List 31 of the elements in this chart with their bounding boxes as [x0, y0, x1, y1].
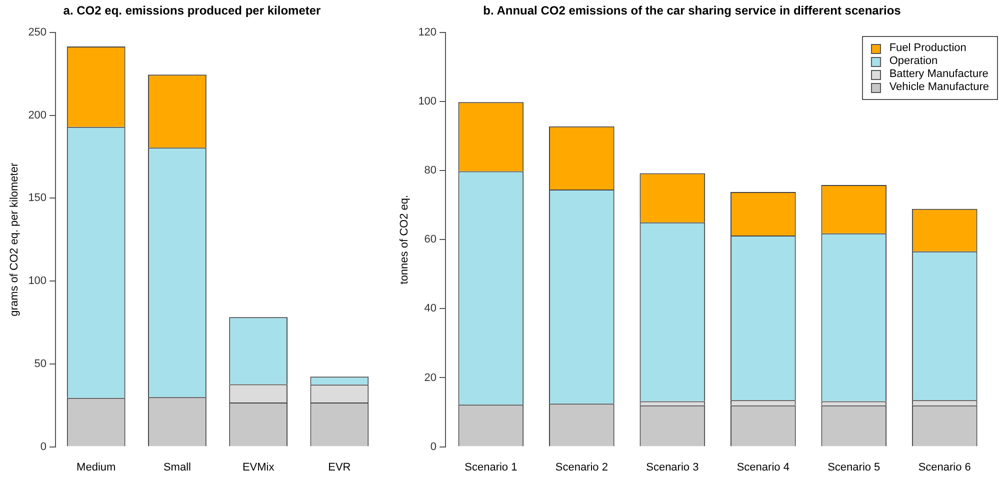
x-tick-label: Scenario 2: [555, 461, 608, 474]
y-tick-label: 250: [28, 26, 47, 38]
y-tick-label: 120: [418, 26, 437, 38]
legend-label: Operation: [889, 55, 938, 68]
legend-label: Fuel Production: [889, 42, 966, 55]
y-tick-label: 0: [40, 440, 47, 453]
y-tick-label: 100: [418, 96, 437, 108]
chart-title: a. CO2 eq. emissions produced per kilometer: [63, 4, 322, 18]
x-tick-label: Scenario 5: [828, 461, 880, 474]
x-tick-label: Small: [163, 461, 191, 474]
x-tick-label: Scenario 6: [918, 461, 971, 474]
legend-label: Battery Manufacture: [889, 68, 988, 81]
y-tick-label: 50: [34, 358, 47, 370]
y-axis-title: tonnes of CO2 eq.: [398, 194, 411, 284]
y-tick-label: 60: [424, 234, 437, 246]
legend-label: Vehicle Manufacture: [889, 81, 989, 94]
y-tick-label: 40: [424, 302, 437, 315]
y-tick-label: 100: [28, 275, 47, 288]
x-tick-label: Scenario 3: [646, 461, 699, 474]
x-tick-label: Scenario 4: [736, 461, 790, 474]
x-tick-label: EVMix: [242, 461, 275, 474]
y-tick-label: 80: [424, 164, 437, 177]
x-tick-label: EVR: [328, 461, 351, 474]
y-tick-label: 20: [424, 372, 437, 384]
y-tick-label: 200: [28, 109, 47, 122]
x-tick-label: Scenario 1: [464, 461, 518, 474]
chart-title: b. Annual CO2 emissions of the car sharing service in different scenarios: [483, 4, 902, 18]
y-tick-label: 0: [430, 440, 437, 453]
x-tick-label: Medium: [76, 461, 116, 474]
y-tick-label: 150: [28, 192, 47, 204]
y-axis-title: grams of CO2 eq. per kilometer: [8, 162, 21, 316]
